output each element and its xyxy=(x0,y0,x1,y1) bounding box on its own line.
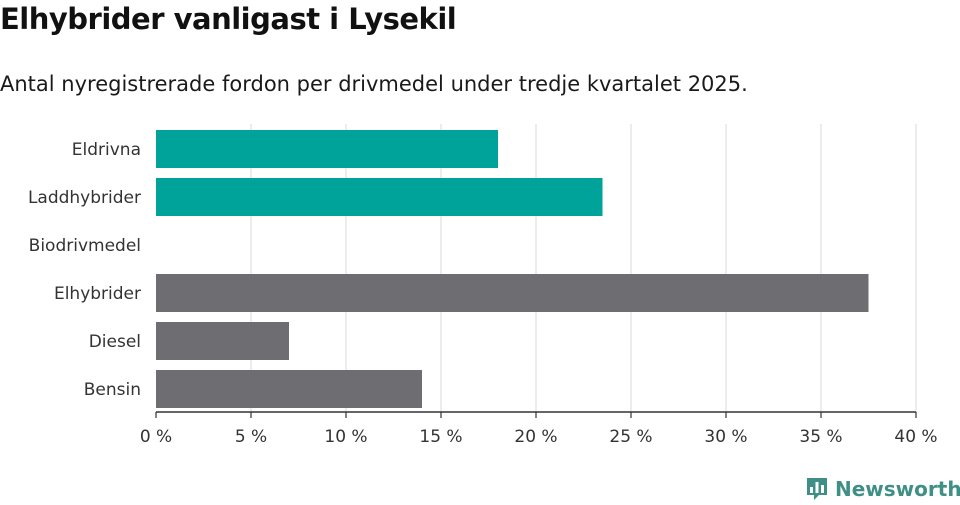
x-tick-label: 40 % xyxy=(894,427,937,447)
bar xyxy=(156,274,869,312)
category-label: Elhybrider xyxy=(54,284,141,304)
category-labels: Eldrivna Laddhybrider Biodrivmedel Elhybrid… xyxy=(28,140,141,400)
category-label: Bensin xyxy=(84,380,141,400)
brand-logo: Newsworthy xyxy=(805,475,960,503)
x-tick-label: 0 % xyxy=(140,427,172,447)
bar-chart: Eldrivna Laddhybrider Biodrivmedel Elhybrid… xyxy=(28,124,938,447)
x-tick-label: 30 % xyxy=(704,427,747,447)
grid-lines xyxy=(250,124,917,412)
category-label: Diesel xyxy=(89,332,141,352)
x-axis: 0 % 5 % 10 % 15 % 20 % 25 % 30 % 35 % 40 % xyxy=(140,411,938,447)
chart-subtitle: Antal nyregistrerade fordon per drivmede… xyxy=(0,72,748,96)
bar-chart-logo-icon xyxy=(807,478,827,500)
category-label: Eldrivna xyxy=(72,140,141,160)
bar xyxy=(156,130,498,168)
x-tick-label: 10 % xyxy=(324,427,367,447)
category-label: Biodrivmedel xyxy=(29,236,141,256)
x-tick-label: 25 % xyxy=(609,427,652,447)
bar xyxy=(156,178,603,216)
x-tick-label: 20 % xyxy=(514,427,557,447)
brand-name: Newsworthy xyxy=(835,477,960,501)
chart-title: Elhybrider vanligast i Lysekil xyxy=(0,2,457,36)
bar xyxy=(156,370,422,408)
bars xyxy=(156,130,869,408)
category-label: Laddhybrider xyxy=(28,188,141,208)
bar xyxy=(156,322,289,360)
x-tick-label: 35 % xyxy=(799,427,842,447)
x-tick-label: 15 % xyxy=(419,427,462,447)
x-tick-label: 5 % xyxy=(235,427,267,447)
